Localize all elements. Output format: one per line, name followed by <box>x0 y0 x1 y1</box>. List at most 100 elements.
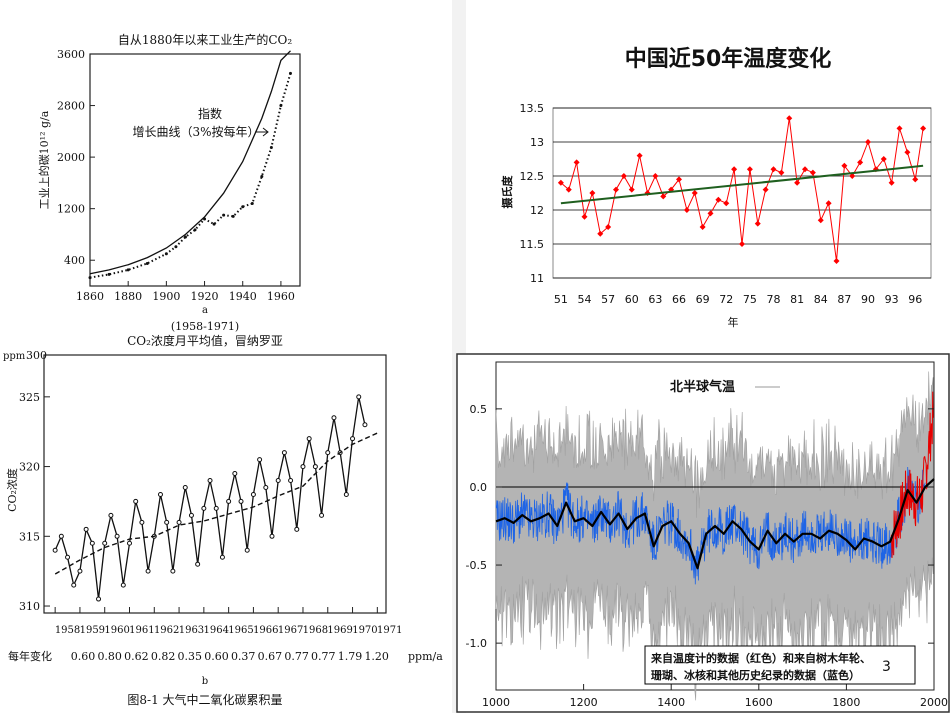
temperature-marker <box>715 196 722 203</box>
plot-frame <box>43 354 387 614</box>
y-tick-label: -1.0 <box>466 637 487 650</box>
x-tick-label: 1800 <box>832 696 860 709</box>
x-tick-label: 1970 <box>352 625 377 636</box>
monthly-point <box>114 533 120 539</box>
x-tick-label: 1969 <box>327 625 352 636</box>
monthly-point <box>133 498 139 504</box>
monthly-point <box>306 436 312 442</box>
temperature-marker <box>762 186 769 193</box>
temperature-marker <box>597 230 604 237</box>
data-point <box>174 245 178 249</box>
chart-title: 中国近50年温度变化 <box>625 46 832 72</box>
x-tick-label: 1963 <box>179 625 204 636</box>
monthly-point <box>263 484 269 490</box>
x-tick-label: 1900 <box>152 290 180 303</box>
temperature-marker <box>778 169 785 176</box>
monthly-point <box>157 491 163 497</box>
x-tick-label: 90 <box>861 293 875 306</box>
temperature-marker <box>865 139 871 145</box>
y-tick-label: 13 <box>530 136 544 149</box>
monthly-point <box>281 450 287 456</box>
x-tick-label: 87 <box>837 293 851 306</box>
y-tick-label: 13.5 <box>520 102 545 115</box>
monthly-point <box>219 554 225 560</box>
chart-northern-hemisphere-temperature: 0.50.0-0.5-1.0 1000 1200 1400 1600 1800 2000 … <box>456 353 950 713</box>
temperature-marker <box>581 213 588 220</box>
annual-change-value: 1.79 <box>338 650 363 663</box>
x-tick-label: 1860 <box>76 290 104 303</box>
temperature-marker <box>802 166 808 173</box>
x-tick-label: 84 <box>814 293 828 306</box>
temperature-marker <box>565 186 572 193</box>
figure-caption: 图8-1 大气中二氧化碳累积量 <box>127 692 282 707</box>
annual-change-value: 0.37 <box>231 650 256 663</box>
y-tick-label: 315 <box>19 530 40 543</box>
temperature-marker <box>557 179 564 186</box>
temperature-marker <box>683 207 690 213</box>
temperature-marker <box>825 200 832 207</box>
temperature-marker <box>896 125 903 132</box>
y-tick-label: 320 <box>19 461 40 474</box>
annual-change-label: 每年变化 <box>8 649 52 663</box>
monthly-point <box>257 457 263 463</box>
y-tick-label: 2800 <box>57 100 85 113</box>
monthly-point <box>312 464 318 470</box>
annual-change-value: 0.67 <box>258 650 283 663</box>
chart-title: 北半球气温 <box>670 379 735 395</box>
trend-line <box>560 164 924 205</box>
y-tick-label: 0.5 <box>470 403 488 416</box>
monthly-point <box>343 491 349 497</box>
data-point <box>279 104 283 108</box>
y-tick-label: -0.5 <box>466 559 487 572</box>
y-tick-label: 3600 <box>57 48 85 61</box>
temperature-marker <box>746 166 753 173</box>
plot-area <box>552 107 932 279</box>
x-tick-label: 1400 <box>657 696 685 709</box>
monthly-point <box>269 533 275 539</box>
x-tick-label: 1960 <box>104 625 129 636</box>
monthly-point <box>319 512 325 518</box>
monthly-point <box>238 498 244 504</box>
data-point <box>260 174 264 178</box>
data-point <box>88 276 92 280</box>
annotation-arrow <box>255 127 269 137</box>
y-axis-label: 摄氏度 <box>500 175 514 209</box>
monthly-point <box>176 519 182 525</box>
x-axis-label: a <box>202 305 208 316</box>
data-point <box>288 71 292 75</box>
monthly-point <box>188 512 194 518</box>
data-point <box>203 217 207 221</box>
x-tick-label: 1600 <box>745 696 773 709</box>
x-tick-label: 51 <box>554 293 568 306</box>
monthly-point <box>139 519 145 525</box>
monthly-point <box>120 582 126 588</box>
y-tick-label: 2000 <box>57 151 85 164</box>
temperature-marker <box>809 169 816 176</box>
x-tick-label: 1200 <box>570 696 598 709</box>
x-tick-label: 93 <box>885 293 899 306</box>
y-tick-label: 400 <box>64 254 85 267</box>
y-tick-label: 1200 <box>57 203 85 216</box>
monthly-point <box>213 505 219 511</box>
page-number: 3 <box>882 659 891 675</box>
temperature-marker <box>833 258 840 264</box>
y-tick-label: 300 <box>26 349 47 362</box>
temperature-marker <box>888 179 895 186</box>
temperature-marker <box>573 159 580 166</box>
data-point <box>241 205 245 209</box>
chart-title: CO₂浓度月平均值，冒纳罗亚 <box>127 333 283 348</box>
monthly-point <box>250 491 256 497</box>
monthly-point <box>127 540 132 546</box>
temperature-marker <box>660 193 667 200</box>
monthly-point <box>195 561 201 567</box>
data-point <box>164 252 168 256</box>
y-tick-label: 0.0 <box>470 481 488 494</box>
annual-change-value: 0.60 <box>71 650 96 663</box>
temperature-marker <box>920 125 927 132</box>
monthly-point <box>170 568 176 574</box>
x-tick-label: 66 <box>672 293 686 306</box>
monthly-point <box>77 568 83 574</box>
monthly-point <box>71 582 77 588</box>
data-point <box>222 213 226 217</box>
monthly-point <box>350 436 356 442</box>
